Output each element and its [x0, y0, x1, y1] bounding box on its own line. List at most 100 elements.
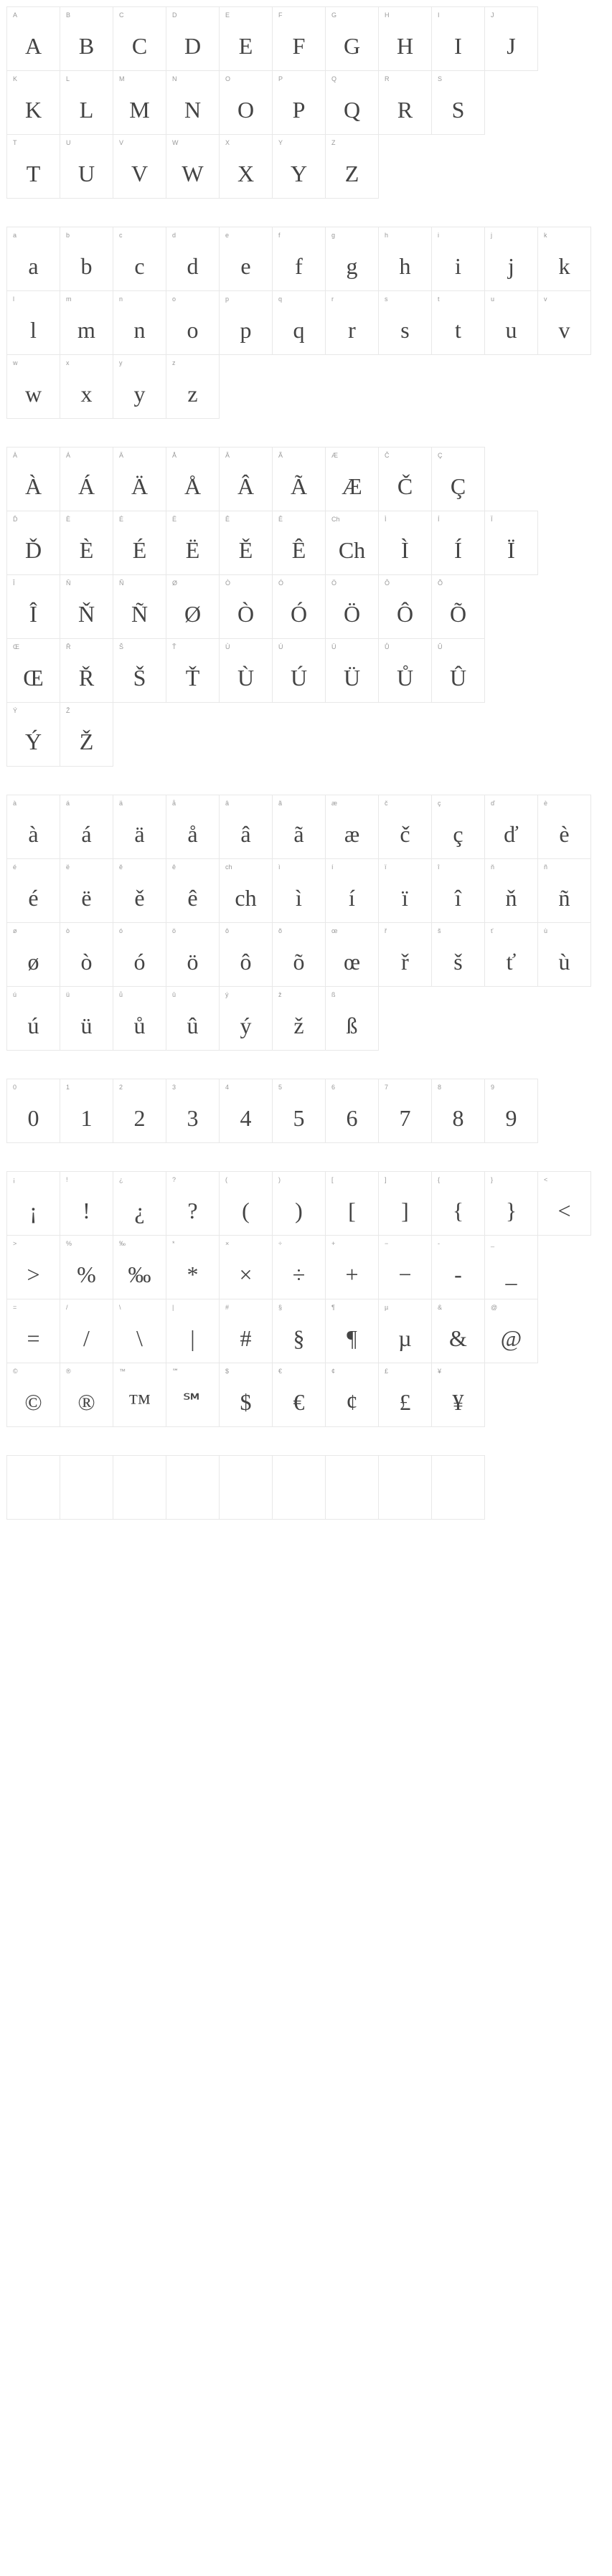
glyph-cell[interactable]: ¶¶	[325, 1299, 379, 1363]
glyph-cell[interactable]: \\	[113, 1299, 166, 1363]
glyph-cell[interactable]: <<	[537, 1171, 591, 1236]
glyph-cell[interactable]: çç	[431, 795, 485, 859]
glyph-cell[interactable]: VV	[113, 134, 166, 199]
glyph-cell[interactable]: cc	[113, 227, 166, 291]
glyph-cell[interactable]: ŠŠ	[113, 638, 166, 703]
glyph-cell[interactable]: ll	[6, 290, 60, 355]
glyph-cell[interactable]: AA	[6, 6, 60, 71]
glyph-cell[interactable]	[272, 1455, 326, 1520]
glyph-cell[interactable]: ÏÏ	[484, 511, 538, 575]
glyph-cell[interactable]: ãã	[272, 795, 326, 859]
glyph-cell[interactable]: ĎĎ	[6, 511, 60, 575]
glyph-cell[interactable]: ÁÁ	[60, 447, 113, 511]
glyph-cell[interactable]: qq	[272, 290, 326, 355]
glyph-cell[interactable]: ))	[272, 1171, 326, 1236]
glyph-cell[interactable]: ÃÃ	[272, 447, 326, 511]
glyph-cell[interactable]: ]]	[378, 1171, 432, 1236]
glyph-cell[interactable]: ChCh	[325, 511, 379, 575]
glyph-cell[interactable]: ÓÓ	[272, 574, 326, 639]
glyph-cell[interactable]: GG	[325, 6, 379, 71]
glyph-cell[interactable]: gg	[325, 227, 379, 291]
glyph-cell[interactable]: [[	[325, 1171, 379, 1236]
glyph-cell[interactable]: €€	[272, 1363, 326, 1427]
glyph-cell[interactable]: ďď	[484, 795, 538, 859]
glyph-cell[interactable]: ££	[378, 1363, 432, 1427]
glyph-cell[interactable]: MM	[113, 70, 166, 135]
glyph-cell[interactable]: hh	[378, 227, 432, 291]
glyph-cell[interactable]: ÈÈ	[60, 511, 113, 575]
glyph-cell[interactable]: UU	[60, 134, 113, 199]
glyph-cell[interactable]: ůů	[113, 986, 166, 1051]
glyph-cell[interactable]: yy	[113, 354, 166, 419]
glyph-cell[interactable]: 88	[431, 1079, 485, 1143]
glyph-cell[interactable]: 77	[378, 1079, 432, 1143]
glyph-cell[interactable]: µµ	[378, 1299, 432, 1363]
glyph-cell[interactable]: ÝÝ	[6, 702, 60, 767]
glyph-cell[interactable]: &&	[431, 1299, 485, 1363]
glyph-cell[interactable]: nn	[113, 290, 166, 355]
glyph-cell[interactable]: TT	[6, 134, 60, 199]
glyph-cell[interactable]: ňň	[484, 858, 538, 923]
glyph-cell[interactable]: ßß	[325, 986, 379, 1051]
glyph-cell[interactable]: ÑÑ	[113, 574, 166, 639]
glyph-cell[interactable]: {{	[431, 1171, 485, 1236]
glyph-cell[interactable]: ÌÌ	[378, 511, 432, 575]
glyph-cell[interactable]: JJ	[484, 6, 538, 71]
glyph-cell[interactable]: ÷÷	[272, 1235, 326, 1299]
glyph-cell[interactable]: èè	[537, 795, 591, 859]
glyph-cell[interactable]: jj	[484, 227, 538, 291]
glyph-cell[interactable]: >>	[6, 1235, 60, 1299]
glyph-cell[interactable]: YY	[272, 134, 326, 199]
glyph-cell[interactable]: üü	[60, 986, 113, 1051]
glyph-cell[interactable]: OO	[219, 70, 273, 135]
glyph-cell[interactable]: PP	[272, 70, 326, 135]
glyph-cell[interactable]: FF	[272, 6, 326, 71]
glyph-cell[interactable]: //	[60, 1299, 113, 1363]
glyph-cell[interactable]: ää	[113, 795, 166, 859]
glyph-cell[interactable]: ®®	[60, 1363, 113, 1427]
glyph-cell[interactable]: ÄÄ	[113, 447, 166, 511]
glyph-cell[interactable]: íí	[325, 858, 379, 923]
glyph-cell[interactable]: §§	[272, 1299, 326, 1363]
glyph-cell[interactable]	[431, 1455, 485, 1520]
glyph-cell[interactable]: ËË	[166, 511, 220, 575]
glyph-cell[interactable]: ÎÎ	[6, 574, 60, 639]
glyph-cell[interactable]: 11	[60, 1079, 113, 1143]
glyph-cell[interactable]: žž	[272, 986, 326, 1051]
glyph-cell[interactable]: zz	[166, 354, 220, 419]
glyph-cell[interactable]: ÛÛ	[431, 638, 485, 703]
glyph-cell[interactable]: CC	[113, 6, 166, 71]
glyph-cell[interactable]: ÖÖ	[325, 574, 379, 639]
glyph-cell[interactable]	[378, 1455, 432, 1520]
glyph-cell[interactable]: 55	[272, 1079, 326, 1143]
glyph-cell[interactable]: --	[431, 1235, 485, 1299]
glyph-cell[interactable]	[6, 1455, 60, 1520]
glyph-cell[interactable]: 22	[113, 1079, 166, 1143]
glyph-cell[interactable]: òò	[60, 922, 113, 987]
glyph-cell[interactable]: ññ	[537, 858, 591, 923]
glyph-cell[interactable]	[325, 1455, 379, 1520]
glyph-cell[interactable]: ùù	[537, 922, 591, 987]
glyph-cell[interactable]	[219, 1455, 273, 1520]
glyph-cell[interactable]: ûû	[166, 986, 220, 1051]
glyph-cell[interactable]: àà	[6, 795, 60, 859]
glyph-cell[interactable]: chch	[219, 858, 273, 923]
glyph-cell[interactable]: ŇŇ	[60, 574, 113, 639]
glyph-cell[interactable]: ÆÆ	[325, 447, 379, 511]
glyph-cell[interactable]: ìì	[272, 858, 326, 923]
glyph-cell[interactable]: ôô	[219, 922, 273, 987]
glyph-cell[interactable]: NN	[166, 70, 220, 135]
glyph-cell[interactable]: áá	[60, 795, 113, 859]
glyph-cell[interactable]: ÚÚ	[272, 638, 326, 703]
glyph-cell[interactable]	[113, 1455, 166, 1520]
glyph-cell[interactable]: ‰‰	[113, 1235, 166, 1299]
glyph-cell[interactable]: @@	[484, 1299, 538, 1363]
glyph-cell[interactable]: čč	[378, 795, 432, 859]
glyph-cell[interactable]: ÂÂ	[219, 447, 273, 511]
glyph-cell[interactable]: 44	[219, 1079, 273, 1143]
glyph-cell[interactable]: ØØ	[166, 574, 220, 639]
glyph-cell[interactable]: ××	[219, 1235, 273, 1299]
glyph-cell[interactable]: åå	[166, 795, 220, 859]
glyph-cell[interactable]: WW	[166, 134, 220, 199]
glyph-cell[interactable]: 99	[484, 1079, 538, 1143]
